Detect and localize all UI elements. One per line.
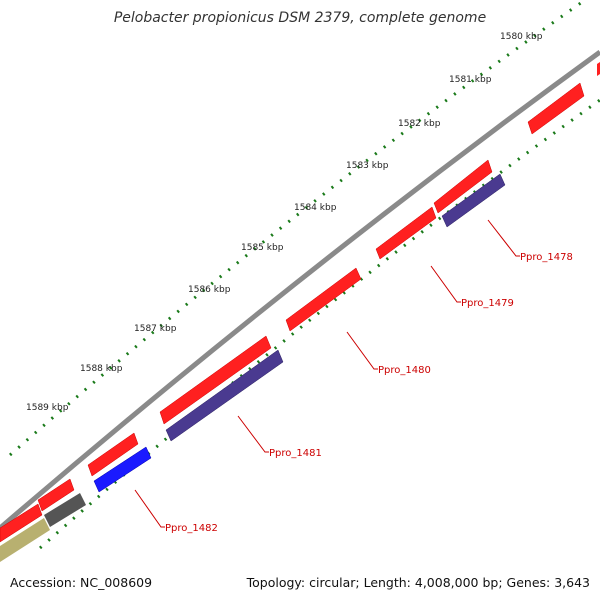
scale-label-1582: 1582 kbp [398, 119, 441, 129]
leader-1478 [487, 219, 520, 257]
gene-label-1480: Ppro_1480 [378, 365, 431, 376]
map-title: Pelobacter propionicus DSM 2379, complet… [113, 10, 487, 26]
scale-label-1580: 1580 kbp [500, 32, 543, 42]
gene-forward-1b [597, 62, 600, 76]
leader-1480 [346, 331, 378, 370]
gene-forward-3 [375, 206, 437, 260]
gene-reverse-1482 [93, 446, 152, 493]
gene-reverse-1481 [165, 349, 284, 442]
gene-forward-2 [433, 159, 493, 214]
outer-tick-ring [9, 0, 586, 457]
gene-label-1478: Ppro_1478 [520, 252, 573, 263]
leader-1479 [430, 265, 461, 303]
gene-reverse-olive [0, 518, 50, 562]
scale-label-1583: 1583 kbp [346, 161, 389, 171]
gene-forward-6 [87, 432, 139, 477]
gene-forward-7 [37, 478, 75, 512]
scale-label-1589: 1589 kbp [26, 403, 69, 413]
leader-1481 [237, 415, 269, 453]
scale-label-1584: 1584 kbp [294, 203, 337, 213]
scale-label-1587: 1587 kbp [134, 324, 177, 334]
gene-reverse-gray [44, 493, 86, 527]
inner-tick-ring [39, 98, 600, 550]
scale-label-1586: 1586 kbp [188, 285, 231, 295]
scale-label-1585: 1585 kbp [241, 243, 284, 253]
gene-label-1479: Ppro_1479 [461, 298, 514, 309]
gene-reverse-1478 [441, 173, 506, 228]
gene-forward-4 [285, 267, 362, 332]
summary-text: Topology: circular; Length: 4,008,000 bp… [246, 575, 590, 590]
genome-backbone [0, 49, 600, 530]
gene-forward-5 [159, 335, 272, 425]
leader-1482 [134, 489, 165, 528]
gene-label-1481: Ppro_1481 [269, 448, 322, 459]
scale-label-1588: 1588 kbp [80, 364, 123, 374]
scale-label-1581: 1581 kbp [449, 75, 492, 85]
gene-forward-1 [527, 82, 585, 135]
accession-text: Accession: NC_008609 [10, 575, 153, 590]
gene-forward-8 [0, 503, 43, 543]
gene-label-1482: Ppro_1482 [165, 523, 218, 534]
